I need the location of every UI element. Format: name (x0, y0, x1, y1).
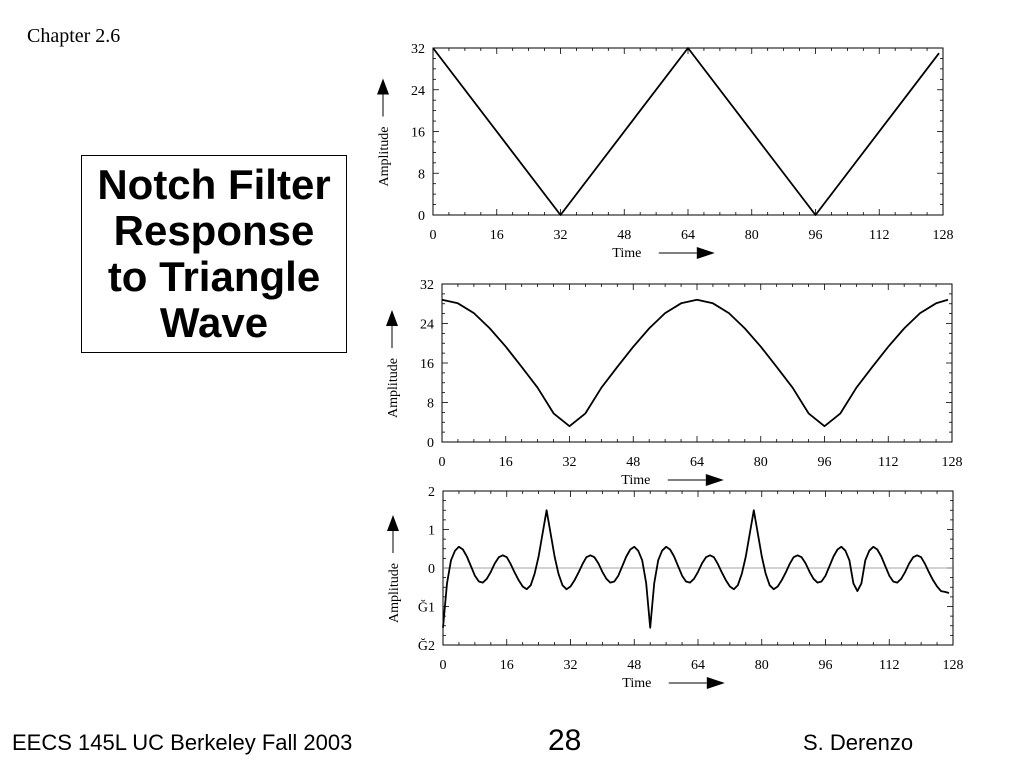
chart-3: 0 16 32 48 64 80 96 112 128 2 1 0 Ğ1 Ğ2 Time Amplitude (387, 485, 964, 691)
slide-title-box: Notch Filter Response to Triangle Wave (81, 155, 347, 353)
x-tick-label: 128 (943, 658, 964, 673)
x-axis-arrow-head (705, 474, 724, 486)
x-axis-arrow-head (706, 677, 725, 689)
series-line-1 (441, 298, 949, 428)
x-tick-label: 128 (933, 228, 954, 243)
x-tick-label: 64 (691, 658, 705, 673)
x-tick-label: 0 (430, 228, 437, 243)
x-tick-label: 32 (564, 658, 578, 673)
x-tick-label: 32 (563, 455, 577, 470)
x-axis-label: Time (621, 473, 650, 488)
x-axis-label: Time (612, 246, 641, 261)
y-tick-label: Ğ1 (418, 599, 435, 616)
x-tick-label: 48 (617, 228, 631, 243)
y-tick-label: 8 (427, 397, 434, 412)
y-axis-arrow-head (387, 515, 399, 531)
x-tick-label: 32 (554, 228, 568, 243)
x-tick-label: 80 (745, 228, 759, 243)
x-tick-label: 96 (818, 455, 832, 470)
x-tick-label: 112 (878, 455, 898, 470)
y-tick-label: 32 (420, 278, 434, 293)
x-tick-label: 112 (869, 228, 889, 243)
x-tick-label: 64 (681, 228, 695, 243)
x-tick-label: 48 (626, 455, 640, 470)
x-axis-label: Time (622, 676, 651, 691)
x-tick-label: 96 (809, 228, 823, 243)
chapter-label: Chapter 2.6 (27, 25, 121, 47)
y-tick-label: 16 (420, 357, 434, 372)
x-tick-label: 48 (627, 658, 641, 673)
y-tick-label: Ğ2 (418, 637, 435, 654)
y-tick-label: 8 (418, 167, 425, 182)
y-tick-label: 32 (411, 42, 425, 57)
slide-title: Notch Filter Response to Triangle Wave (97, 161, 331, 346)
y-axis-label: Amplitude (386, 358, 401, 418)
series-line-1 (442, 509, 950, 629)
y-tick-label: 16 (411, 126, 425, 141)
chart-1: 0 16 32 48 64 80 96 112 128 0 8 16 24 32 Time Amplitude (377, 42, 954, 261)
x-tick-label: 0 (440, 658, 447, 673)
y-tick-label: 24 (420, 318, 434, 333)
x-tick-label: 112 (879, 658, 899, 673)
x-tick-label: 80 (755, 658, 769, 673)
y-axis-arrow-head (386, 310, 398, 326)
x-tick-label: 16 (490, 228, 504, 243)
y-tick-label: 24 (411, 84, 425, 99)
y-tick-label: 0 (428, 562, 435, 577)
y-tick-label: 0 (418, 209, 425, 224)
x-tick-label: 80 (754, 455, 768, 470)
x-tick-label: 16 (500, 658, 514, 673)
y-axis-label: Amplitude (377, 127, 392, 187)
x-tick-label: 64 (690, 455, 704, 470)
footer-author: S. Derenzo (803, 730, 914, 755)
x-tick-label: 0 (439, 455, 446, 470)
page-number: 28 (548, 724, 582, 757)
y-axis-label: Amplitude (387, 563, 402, 623)
y-tick-label: 2 (428, 485, 435, 500)
x-axis-arrow-head (696, 247, 715, 259)
x-tick-label: 128 (942, 455, 963, 470)
x-tick-label: 16 (499, 455, 513, 470)
footer-course: EECS 145L UC Berkeley Fall 2003 (12, 730, 353, 755)
y-axis-arrow-head (377, 78, 389, 95)
y-tick-label: 0 (427, 436, 434, 451)
y-tick-label: 1 (428, 524, 435, 539)
series-line-1 (432, 47, 940, 216)
chart-2: 0 16 32 48 64 80 96 112 128 0 8 16 24 32 Time Amplitude (386, 278, 963, 488)
x-tick-label: 96 (819, 658, 833, 673)
plot-frame (432, 47, 944, 216)
